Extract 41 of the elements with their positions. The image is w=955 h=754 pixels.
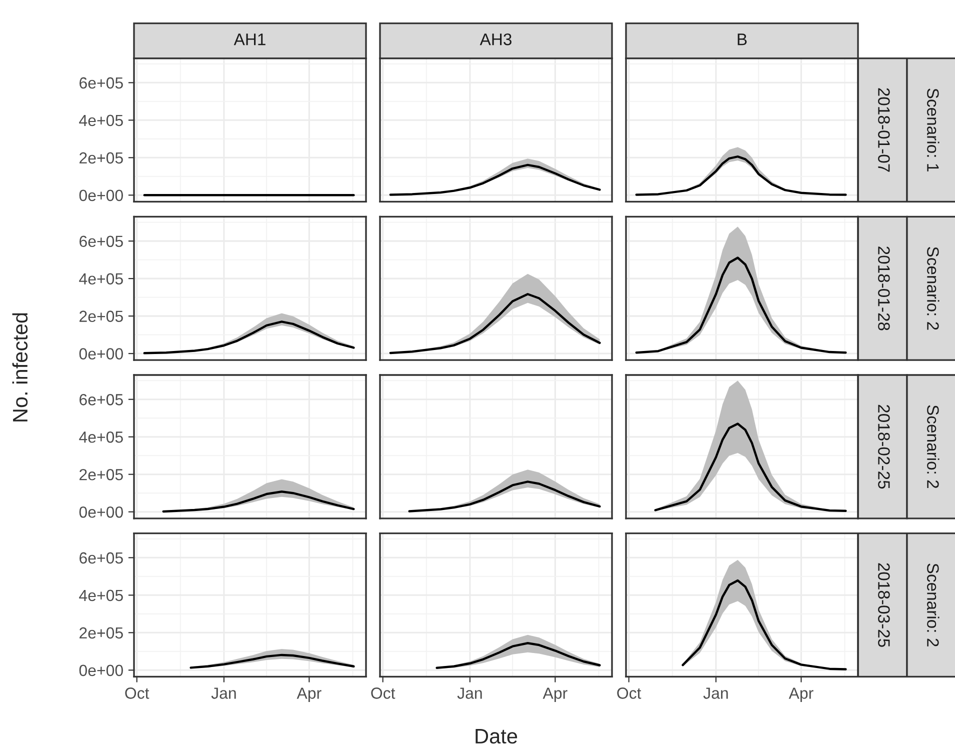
line-series — [143, 320, 355, 354]
y-tick-label: 6e+05 — [80, 394, 123, 406]
y-tick-label: 0e+00 — [79, 348, 123, 360]
y-tick-label: 6e+05 — [80, 236, 123, 248]
y-axis-title: No. infected — [12, 313, 28, 422]
x-axis-title: Date — [476, 729, 518, 744]
y-tick-label: 0e+00 — [79, 190, 123, 202]
text: 2018-01-07 — [878, 88, 890, 172]
x-tick-label: Apr — [296, 688, 322, 702]
y-tick-label: 2e+05 — [80, 627, 123, 639]
line-series — [162, 490, 355, 513]
y-tick-label: 0e+00 — [79, 506, 123, 518]
x-tick-label: Jan — [211, 688, 236, 699]
chart-title: AH3 — [480, 33, 512, 46]
y-tick-label: 2e+05 — [80, 468, 123, 480]
y-tick-label: 6e+05 — [80, 77, 123, 89]
text: Scenario: 2 — [927, 564, 940, 646]
y-tick-label: 6e+05 — [80, 552, 123, 564]
y-tick-label: 4e+05 — [79, 273, 123, 285]
x-tick-label: Apr — [542, 688, 568, 702]
y-tick-label: 4e+05 — [79, 431, 123, 443]
y-tick-label: 4e+05 — [79, 590, 123, 602]
y-tick-label: 0e+00 — [79, 664, 123, 676]
chart-title: AH1 — [234, 34, 266, 46]
text: 2018-02-25 — [878, 404, 890, 489]
text: 2018-01-28 — [878, 246, 890, 330]
chart-title: B — [738, 34, 747, 46]
text: Scenario: 1 — [927, 88, 940, 172]
x-tick-label: Apr — [788, 688, 814, 702]
text: 2018-03-25 — [878, 563, 890, 647]
y-tick-label: 2e+05 — [80, 152, 123, 164]
line-series — [190, 654, 355, 669]
x-tick-label: Oct — [617, 688, 642, 699]
x-tick-label: Oct — [125, 688, 150, 699]
y-tick-label: 2e+05 — [80, 310, 123, 322]
y-tick-label: 4e+05 — [79, 114, 123, 126]
text: Scenario: 2 — [927, 247, 940, 330]
x-tick-label: Jan — [457, 688, 482, 699]
x-tick-label: Jan — [703, 688, 728, 699]
text: Scenario: 2 — [927, 405, 940, 488]
x-tick-label: Oct — [371, 688, 396, 699]
